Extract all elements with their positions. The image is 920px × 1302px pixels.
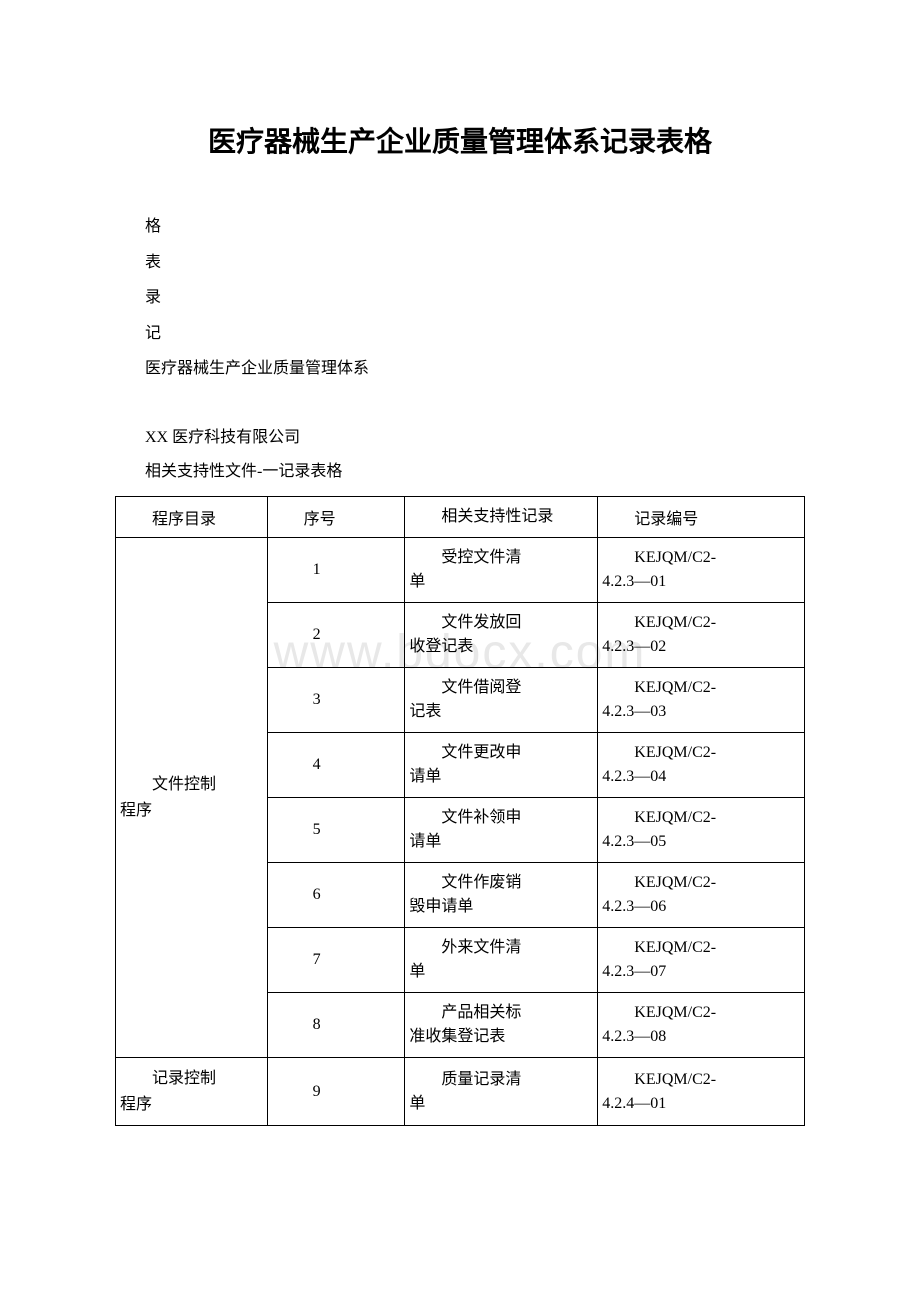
table-header-row: 程序目录 序号 相关支持性记录 记录编号 bbox=[116, 497, 805, 538]
vertical-char-3: 录 bbox=[145, 281, 805, 315]
code-cell: KEJQM/C2-4.2.3—05 bbox=[598, 798, 805, 863]
record-cell: 文件补领申请单 bbox=[405, 798, 598, 863]
seq-cell: 7 bbox=[267, 928, 405, 993]
record-cell: 文件作废销毁申请单 bbox=[405, 863, 598, 928]
header-seq: 序号 bbox=[267, 497, 405, 538]
seq-cell: 8 bbox=[267, 993, 405, 1058]
vertical-char-4: 记 bbox=[145, 317, 805, 351]
record-cell: 文件发放回收登记表 bbox=[405, 603, 598, 668]
record-cell: 产品相关标准收集登记表 bbox=[405, 993, 598, 1058]
code-cell: KEJQM/C2-4.2.3—04 bbox=[598, 733, 805, 798]
code-cell: KEJQM/C2-4.2.3—03 bbox=[598, 668, 805, 733]
company-name: XX 医疗科技有限公司 bbox=[145, 421, 805, 455]
document-description: 相关支持性文件-一记录表格 bbox=[145, 455, 805, 489]
record-cell: 文件借阅登记表 bbox=[405, 668, 598, 733]
seq-cell: 3 bbox=[267, 668, 405, 733]
seq-cell: 5 bbox=[267, 798, 405, 863]
vertical-char-2: 表 bbox=[145, 246, 805, 280]
subtitle: 医疗器械生产企业质量管理体系 bbox=[145, 352, 805, 386]
seq-cell: 4 bbox=[267, 733, 405, 798]
seq-cell: 1 bbox=[267, 538, 405, 603]
header-program: 程序目录 bbox=[116, 497, 268, 538]
vertical-char-1: 格 bbox=[145, 210, 805, 244]
seq-cell: 9 bbox=[267, 1058, 405, 1126]
code-cell: KEJQM/C2-4.2.3—07 bbox=[598, 928, 805, 993]
seq-cell: 6 bbox=[267, 863, 405, 928]
seq-cell: 2 bbox=[267, 603, 405, 668]
header-record: 相关支持性记录 bbox=[405, 497, 598, 538]
records-table: 程序目录 序号 相关支持性记录 记录编号 文件控制程序1 受控文件清单 KEJQ… bbox=[115, 496, 805, 1126]
code-cell: KEJQM/C2-4.2.3—08 bbox=[598, 993, 805, 1058]
record-cell: 外来文件清单 bbox=[405, 928, 598, 993]
program-cell: 文件控制程序 bbox=[116, 538, 268, 1058]
table-row: 记录控制程序9 质量记录清单 KEJQM/C2-4.2.4—01 bbox=[116, 1058, 805, 1126]
code-cell: KEJQM/C2-4.2.3—06 bbox=[598, 863, 805, 928]
record-cell: 质量记录清单 bbox=[405, 1058, 598, 1126]
document-title: 医疗器械生产企业质量管理体系记录表格 bbox=[115, 120, 805, 160]
record-cell: 文件更改申请单 bbox=[405, 733, 598, 798]
code-cell: KEJQM/C2-4.2.3—01 bbox=[598, 538, 805, 603]
table-row: 文件控制程序1 受控文件清单 KEJQM/C2-4.2.3—01 bbox=[116, 538, 805, 603]
code-cell: KEJQM/C2-4.2.3—02 bbox=[598, 603, 805, 668]
code-cell: KEJQM/C2-4.2.4—01 bbox=[598, 1058, 805, 1126]
record-cell: 受控文件清单 bbox=[405, 538, 598, 603]
program-cell: 记录控制程序 bbox=[116, 1058, 268, 1126]
header-code: 记录编号 bbox=[598, 497, 805, 538]
